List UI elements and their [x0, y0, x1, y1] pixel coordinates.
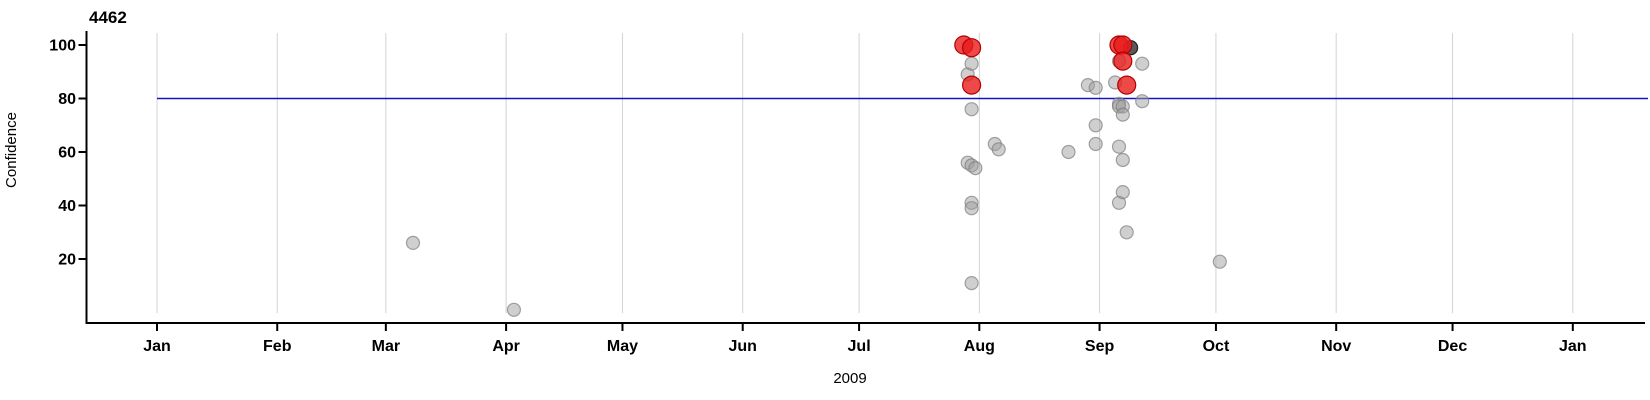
month-gridlines — [156, 33, 1574, 313]
y-axis-ticks: 20 40 60 80 100 — [49, 38, 86, 269]
gray-data-point — [1088, 136, 1103, 152]
x-tick-label: Mar — [372, 338, 400, 355]
gray-data-point — [964, 201, 979, 216]
y-axis-label: Confidence — [3, 112, 20, 188]
axes — [85, 31, 1645, 324]
y-tick-label: 80 — [58, 91, 76, 108]
x-tick-label: Jul — [848, 338, 871, 355]
data-points — [405, 35, 1227, 317]
x-tick-label: Aug — [964, 338, 995, 355]
red-data-point — [961, 75, 982, 95]
red-data-point — [1117, 75, 1137, 95]
x-tick-label: Feb — [263, 338, 292, 355]
chart-title: 4462 — [89, 8, 127, 27]
y-tick-label: 100 — [49, 38, 76, 55]
gray-data-point — [1212, 254, 1227, 269]
gray-data-point — [964, 276, 979, 291]
gray-data-point — [1088, 80, 1103, 95]
x-tick-label: Nov — [1321, 338, 1351, 355]
gray-data-point — [1115, 185, 1130, 200]
y-tick-label: 60 — [58, 145, 76, 162]
x-tick-label: Sep — [1085, 338, 1115, 355]
x-axis-ticks: Jan Feb Mar Apr May Jun Jul Aug Sep Oct Nov Dec Jan — [143, 324, 1587, 355]
x-tick-label: May — [607, 338, 638, 355]
y-tick-label: 40 — [58, 198, 76, 215]
gray-data-point — [964, 102, 979, 117]
x-tick-label: Apr — [492, 338, 520, 355]
red-data-point — [1113, 35, 1133, 55]
red-data-point — [1113, 51, 1133, 71]
y-tick-label: 20 — [58, 252, 76, 269]
red-data-point — [961, 38, 982, 58]
gray-data-point — [1135, 94, 1150, 109]
gray-data-point — [968, 161, 983, 176]
gray-data-point — [1088, 118, 1103, 133]
gray-data-point — [1119, 225, 1134, 240]
gray-data-point — [1111, 139, 1127, 154]
gray-data-point — [964, 56, 979, 71]
x-tick-label: Jun — [728, 338, 756, 355]
gray-data-point — [1061, 144, 1076, 160]
x-tick-label: Jan — [143, 338, 171, 355]
gray-data-point — [1115, 152, 1130, 168]
gray-data-point — [991, 142, 1006, 157]
x-tick-label: Oct — [1203, 338, 1230, 355]
gray-data-point — [506, 302, 522, 317]
gray-data-point — [1115, 107, 1130, 122]
gray-data-point — [405, 235, 421, 250]
gray-data-point — [1135, 56, 1150, 71]
x-tick-label: Jan — [1559, 338, 1587, 355]
x-tick-label: Dec — [1438, 338, 1467, 355]
x-axis-label: 2009 — [833, 370, 866, 387]
